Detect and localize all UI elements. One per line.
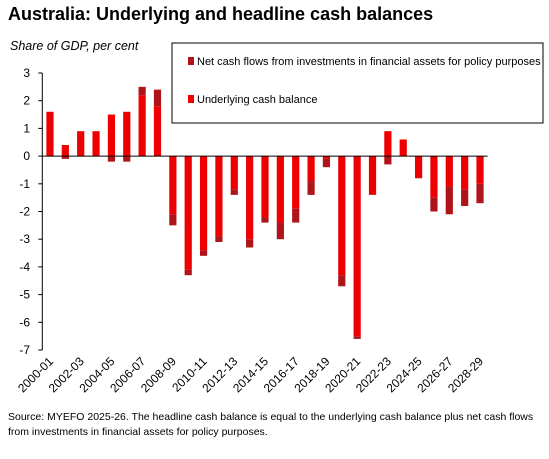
bar bbox=[184, 269, 192, 276]
bar bbox=[169, 214, 177, 226]
bar bbox=[445, 186, 453, 215]
bar bbox=[307, 156, 315, 182]
bar bbox=[215, 236, 223, 242]
bar bbox=[123, 111, 131, 157]
bar bbox=[461, 156, 469, 190]
y-tick-label: 0 bbox=[23, 149, 30, 163]
bar bbox=[215, 156, 223, 237]
bar bbox=[77, 131, 85, 157]
bar bbox=[322, 158, 331, 168]
bar bbox=[461, 189, 469, 206]
y-tick-label: -1 bbox=[19, 177, 30, 191]
legend-label: Net cash flows from investments in finan… bbox=[197, 56, 541, 68]
y-tick-label: -6 bbox=[19, 315, 30, 329]
bar bbox=[199, 156, 208, 251]
bar bbox=[476, 156, 484, 184]
bar bbox=[430, 156, 438, 198]
bar bbox=[368, 156, 377, 195]
bar bbox=[246, 156, 254, 240]
bar bbox=[153, 89, 162, 107]
bar bbox=[338, 275, 346, 287]
bar bbox=[414, 156, 423, 179]
bar bbox=[199, 250, 208, 256]
bar bbox=[292, 156, 300, 209]
subtitle: Share of GDP, per cent bbox=[10, 39, 139, 53]
y-tick-label: 1 bbox=[23, 121, 30, 135]
bar bbox=[61, 156, 69, 159]
y-tick-label: -2 bbox=[19, 205, 30, 219]
bar bbox=[169, 156, 177, 215]
bar bbox=[276, 222, 284, 240]
legend-label: Underlying cash balance bbox=[197, 94, 317, 106]
bar bbox=[353, 156, 361, 337]
bar bbox=[430, 197, 438, 212]
y-tick-label: -3 bbox=[19, 232, 30, 246]
y-tick-label: -4 bbox=[19, 260, 30, 274]
bar bbox=[153, 106, 162, 157]
legend-box bbox=[171, 42, 544, 124]
bar bbox=[184, 156, 192, 270]
bar bbox=[246, 239, 254, 248]
y-tick-label: -5 bbox=[19, 288, 30, 302]
bar bbox=[230, 156, 238, 190]
bar bbox=[292, 208, 300, 223]
legend-swatch bbox=[188, 95, 194, 103]
legend-swatch bbox=[188, 57, 194, 65]
bar bbox=[384, 156, 392, 165]
bar bbox=[230, 189, 238, 195]
bar bbox=[307, 181, 315, 195]
y-tick-label: -7 bbox=[19, 343, 30, 357]
bar bbox=[261, 217, 269, 223]
bar bbox=[338, 156, 346, 276]
bar bbox=[322, 156, 331, 159]
y-tick-label: 3 bbox=[23, 66, 30, 80]
bar bbox=[353, 336, 361, 339]
bar bbox=[61, 145, 69, 157]
bar bbox=[46, 111, 54, 157]
bar bbox=[476, 183, 484, 204]
bar bbox=[107, 156, 116, 162]
source-box: Source: MYEFO 2025-26. The headline cash… bbox=[8, 411, 534, 438]
bar bbox=[384, 131, 392, 157]
y-tick-label: 2 bbox=[23, 94, 30, 108]
bar bbox=[123, 156, 131, 162]
bar bbox=[276, 156, 284, 223]
source: Source: MYEFO 2025-26. The headline cash… bbox=[8, 411, 534, 438]
bar bbox=[138, 95, 146, 157]
bar bbox=[261, 156, 269, 218]
bar bbox=[445, 156, 453, 187]
bar bbox=[107, 114, 116, 157]
bar bbox=[138, 86, 146, 96]
bar bbox=[399, 139, 407, 157]
bar bbox=[92, 131, 100, 157]
chart-title: Australia: Underlying and headline cash … bbox=[8, 4, 433, 24]
